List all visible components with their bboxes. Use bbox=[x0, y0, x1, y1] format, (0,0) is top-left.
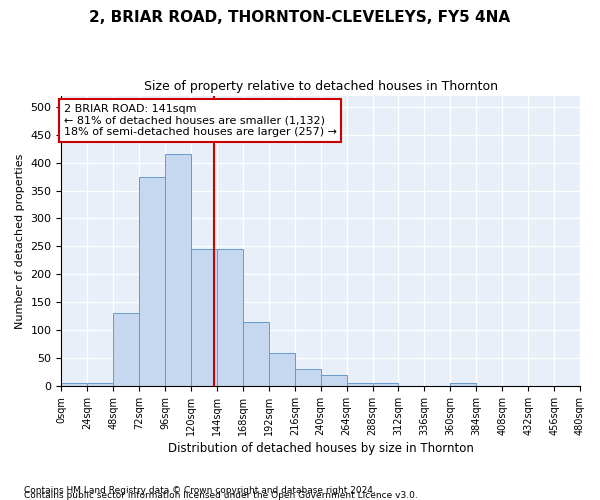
Bar bbox=[217, 249, 243, 386]
Bar bbox=[269, 352, 295, 386]
Y-axis label: Number of detached properties: Number of detached properties bbox=[15, 153, 25, 328]
Text: Contains HM Land Registry data © Crown copyright and database right 2024.: Contains HM Land Registry data © Crown c… bbox=[24, 486, 376, 495]
Bar bbox=[373, 384, 398, 386]
Bar bbox=[61, 384, 88, 386]
Bar bbox=[243, 322, 269, 386]
Bar bbox=[191, 249, 217, 386]
Text: Contains public sector information licensed under the Open Government Licence v3: Contains public sector information licen… bbox=[24, 491, 418, 500]
Bar bbox=[347, 384, 373, 386]
Bar bbox=[165, 154, 191, 386]
Bar bbox=[113, 314, 139, 386]
Bar bbox=[88, 384, 113, 386]
Bar bbox=[451, 384, 476, 386]
Title: Size of property relative to detached houses in Thornton: Size of property relative to detached ho… bbox=[144, 80, 498, 93]
Bar bbox=[321, 375, 347, 386]
Bar bbox=[139, 176, 165, 386]
X-axis label: Distribution of detached houses by size in Thornton: Distribution of detached houses by size … bbox=[168, 442, 473, 455]
Text: 2 BRIAR ROAD: 141sqm
← 81% of detached houses are smaller (1,132)
18% of semi-de: 2 BRIAR ROAD: 141sqm ← 81% of detached h… bbox=[64, 104, 337, 137]
Text: 2, BRIAR ROAD, THORNTON-CLEVELEYS, FY5 4NA: 2, BRIAR ROAD, THORNTON-CLEVELEYS, FY5 4… bbox=[89, 10, 511, 25]
Bar bbox=[295, 370, 321, 386]
